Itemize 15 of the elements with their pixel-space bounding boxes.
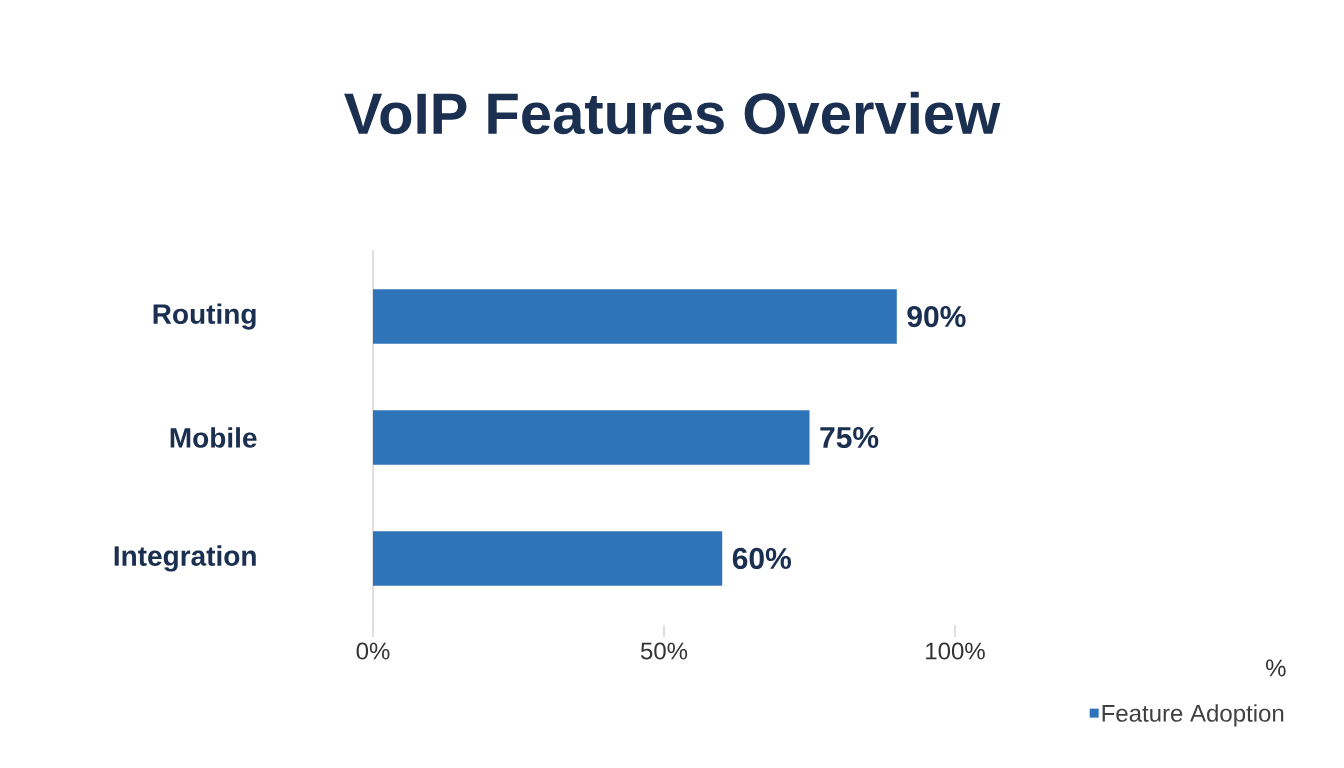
data-label: 75% <box>820 426 879 449</box>
y-tick-label: Mobile <box>170 427 257 448</box>
x-tick-label: 0% <box>356 642 390 660</box>
y-tick-label: Integration <box>114 545 256 572</box>
data-label: 60% <box>732 547 791 570</box>
chart-title: VoIP Features Overview <box>344 91 1001 135</box>
text: % <box>1265 659 1286 677</box>
legend-label: Feature Adoption <box>1102 704 1284 727</box>
x-tick-label: 100% <box>926 642 985 660</box>
bar <box>373 289 897 344</box>
x-tick-label: 50% <box>640 642 688 660</box>
data-label: 90% <box>907 305 966 328</box>
bar <box>373 410 810 465</box>
y-tick-label: Routing <box>153 303 256 330</box>
bar <box>373 531 723 586</box>
